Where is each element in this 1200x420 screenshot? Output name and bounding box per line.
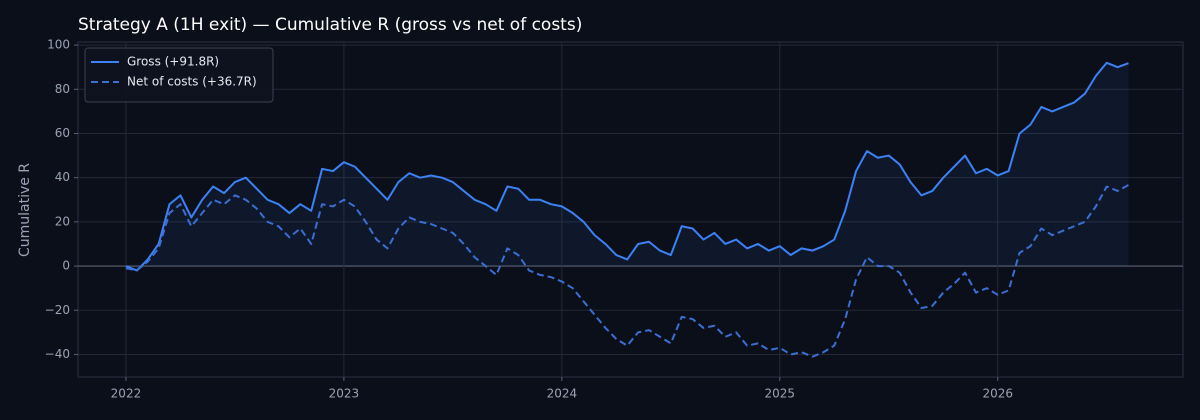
area-fill (125, 62, 1129, 271)
y-tick-label: 100 (47, 38, 70, 52)
y-tick-label: 0 (62, 259, 70, 273)
x-tick-label: 2025 (765, 387, 796, 401)
y-tick-label: −20 (45, 303, 70, 317)
legend: Gross (+91.8R) Net of costs (+36.7R) (84, 47, 274, 103)
y-tick-label: 20 (55, 214, 70, 228)
legend-box (84, 47, 274, 103)
chart-title: Strategy A (1H exit) — Cumulative R (gro… (78, 15, 582, 35)
y-tick-label: 80 (55, 82, 70, 96)
legend-label: Gross (+91.8R) (127, 55, 219, 69)
y-tick-label: 60 (55, 126, 70, 140)
y-axis-label: Cumulative R (17, 163, 33, 257)
legend-label: Net of costs (+36.7R) (127, 75, 257, 89)
y-tick-label: 40 (55, 170, 70, 184)
x-tick-label: 2023 (329, 387, 360, 401)
x-tick-label: 2022 (111, 387, 142, 401)
y-tick-label: −40 (45, 347, 70, 361)
series-line (125, 61, 1129, 272)
x-tick-label: 2024 (547, 387, 578, 401)
x-tick-label: 2026 (982, 387, 1013, 401)
